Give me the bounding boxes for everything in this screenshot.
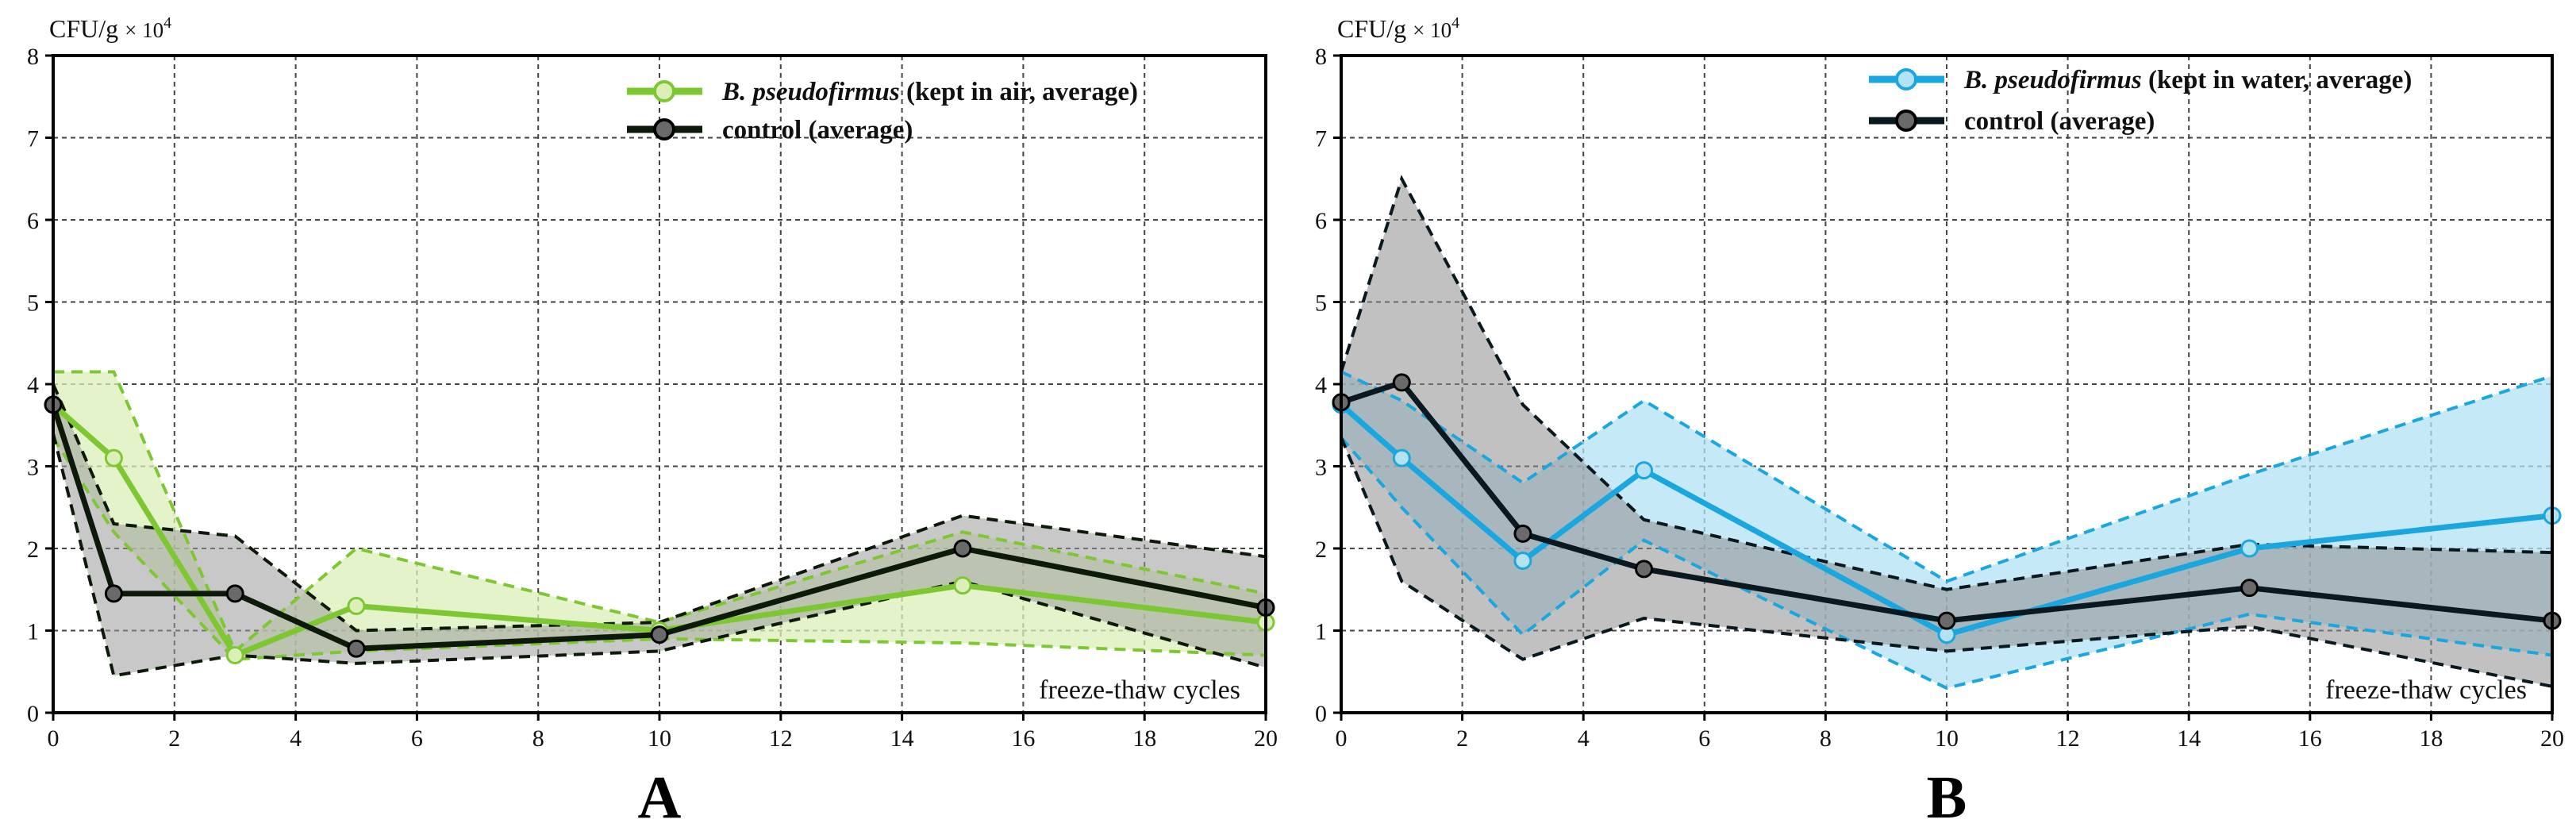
y-tick-label: 7 — [27, 126, 39, 152]
x-tick-label: 6 — [411, 725, 423, 752]
y-tick-label: 5 — [1315, 290, 1327, 317]
x-tick-label: 18 — [1132, 725, 1156, 752]
x-tick-label: 8 — [1820, 725, 1832, 752]
y-tick-label: 3 — [27, 455, 39, 481]
series-1-point — [1513, 524, 1532, 543]
series-0-point — [2240, 539, 2259, 558]
panel-letter: B — [1927, 764, 1967, 831]
x-tick-label: 0 — [48, 725, 60, 752]
legend-swatch-marker — [653, 80, 675, 102]
y-tick-label: 6 — [27, 208, 39, 234]
legend-swatch-marker — [1895, 68, 1917, 90]
series-1-point — [650, 625, 669, 644]
series-0-upper-bound — [53, 370, 1267, 654]
y-axis-label: CFU/g × 104 — [1337, 14, 1459, 43]
series-0-point — [347, 596, 366, 615]
x-tick-label: 14 — [2177, 725, 2201, 752]
legend-entry: control (average) — [1964, 107, 2155, 136]
y-tick-label: 0 — [1315, 701, 1327, 727]
series-1-point — [225, 584, 244, 603]
series-1-point — [1937, 611, 1956, 630]
y-axis-label: CFU/g × 104 — [49, 14, 171, 43]
series-1-point — [1635, 560, 1653, 579]
series-1-band — [53, 384, 1266, 676]
y-tick-label: 0 — [27, 701, 39, 727]
series-0-point — [1392, 448, 1411, 467]
series-1-point — [953, 539, 972, 558]
series-0-point — [104, 448, 123, 467]
series-0-point — [953, 576, 972, 595]
y-tick-label: 8 — [1315, 44, 1327, 70]
x-tick-label: 20 — [2540, 725, 2564, 752]
legend-entry: B. pseudofirmus (kept in air, average) — [721, 78, 1138, 106]
series-0-point — [225, 646, 244, 665]
series-1-point — [347, 639, 366, 658]
panel-letter: A — [638, 764, 682, 831]
y-tick-label: 3 — [1315, 455, 1327, 481]
series-1-point — [1392, 373, 1411, 392]
series-0-lower-bound — [1340, 436, 2553, 691]
x-tick-label: 6 — [1698, 725, 1710, 752]
x-tick-label: 2 — [168, 725, 180, 752]
x-tick-label: 2 — [1456, 725, 1468, 752]
x-tick-label: 20 — [1254, 725, 1278, 752]
x-tick-label: 0 — [1336, 725, 1348, 752]
series-1-band — [1341, 179, 2552, 687]
series-1-point — [104, 584, 123, 603]
y-tick-label: 8 — [27, 44, 39, 70]
x-tick-label: 12 — [2056, 725, 2080, 752]
series-0-point — [1635, 461, 1653, 480]
x-tick-label: 10 — [648, 725, 671, 752]
y-tick-label: 7 — [1315, 126, 1327, 152]
x-tick-label: 16 — [1011, 725, 1035, 752]
x-tick-label: 14 — [890, 725, 914, 752]
x-axis-label: freeze-thaw cycles — [1039, 675, 1240, 705]
x-tick-label: 8 — [533, 725, 544, 752]
x-tick-label: 16 — [2298, 725, 2322, 752]
series-1-upper-bound — [52, 383, 1267, 633]
legend-entry: B. pseudofirmus (kept in water, average) — [1963, 66, 2412, 94]
x-tick-label: 12 — [769, 725, 793, 752]
series-0-point — [1513, 552, 1532, 571]
series-1-lower-bound — [1340, 437, 2553, 688]
y-tick-label: 2 — [1315, 537, 1327, 563]
y-tick-label: 4 — [1315, 372, 1327, 398]
legend-entry: control (average) — [722, 116, 913, 144]
x-axis-label: freeze-thaw cycles — [2325, 675, 2527, 705]
y-tick-label: 1 — [27, 619, 39, 645]
x-tick-label: 4 — [1578, 725, 1590, 752]
legend-swatch-marker — [653, 118, 675, 140]
x-tick-label: 4 — [290, 725, 302, 752]
x-tick-label: 18 — [2419, 725, 2443, 752]
series-1-point — [2240, 579, 2259, 598]
y-tick-label: 1 — [1315, 619, 1327, 645]
series-1-lower-bound — [52, 433, 1267, 678]
y-tick-label: 2 — [27, 537, 39, 563]
legend-swatch-marker — [1895, 110, 1917, 132]
y-tick-label: 5 — [27, 290, 39, 317]
y-tick-label: 4 — [27, 372, 39, 398]
x-tick-label: 10 — [1935, 725, 1959, 752]
y-tick-label: 6 — [1315, 208, 1327, 234]
